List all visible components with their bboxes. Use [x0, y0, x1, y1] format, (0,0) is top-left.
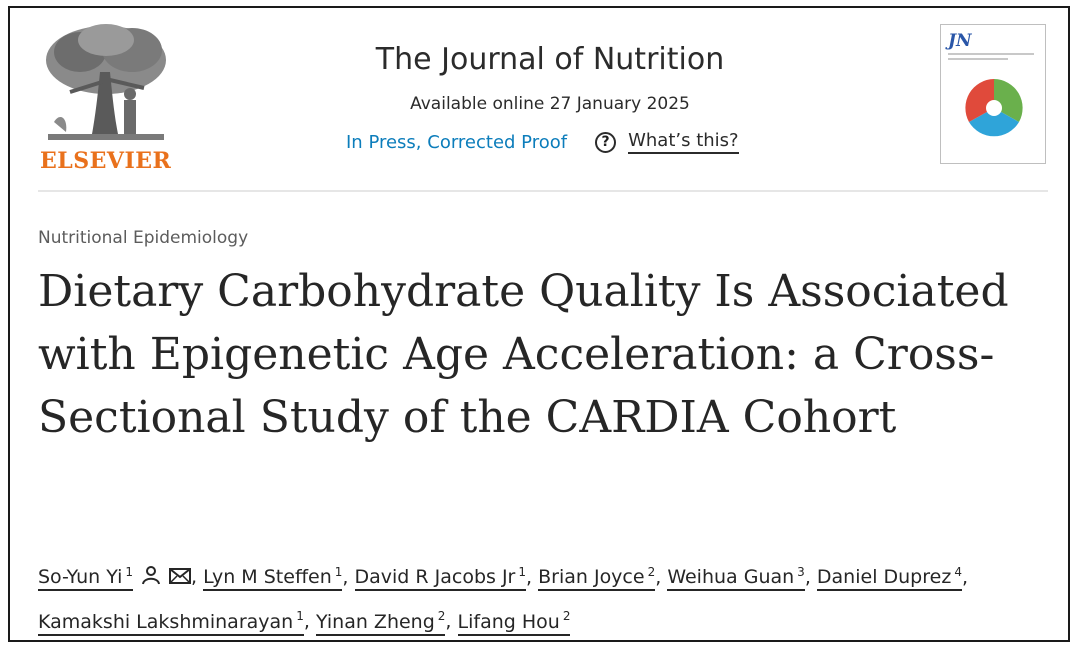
- author-list: So-Yun Yi 1, Lyn M Steffen 1, David R Jaco…: [38, 554, 1048, 641]
- author-separator: ,: [342, 566, 349, 589]
- author-name[interactable]: So-Yun Yi 1: [38, 565, 134, 592]
- journal-title[interactable]: The Journal of Nutrition: [375, 42, 725, 77]
- publisher-name: ELSEVIER: [40, 148, 172, 174]
- publisher-logo[interactable]: ELSEVIER: [40, 22, 172, 177]
- author-item[interactable]: So-Yun Yi 1,: [38, 565, 203, 592]
- article-header-frame: ELSEVIER The Journal of Nutrition Availa…: [8, 6, 1070, 642]
- author-name[interactable]: David R Jacobs Jr 1: [354, 565, 527, 592]
- author-item[interactable]: David R Jacobs Jr 1,: [354, 565, 539, 592]
- author-name[interactable]: Daniel Duprez 4: [816, 565, 962, 592]
- author-name[interactable]: Lifang Hou 2: [457, 609, 571, 636]
- author-item[interactable]: Lyn M Steffen 1,: [203, 565, 354, 592]
- available-online-date: Available online 27 January 2025: [410, 94, 690, 114]
- article-status: In Press, Corrected Proof: [346, 131, 568, 153]
- cover-initials: JN: [948, 31, 972, 51]
- person-icon[interactable]: [141, 561, 161, 598]
- affiliation-marker[interactable]: 2: [437, 609, 446, 624]
- status-row: In Press, Corrected Proof ? What’s this?: [346, 128, 739, 156]
- help-icon[interactable]: ?: [595, 131, 617, 153]
- journal-cover-icon: [965, 79, 1023, 137]
- author-name[interactable]: Lyn M Steffen 1: [203, 565, 343, 592]
- author-name[interactable]: Weihua Guan 3: [667, 565, 805, 592]
- journal-cover-thumbnail[interactable]: JN: [940, 24, 1046, 164]
- affiliation-marker[interactable]: 1: [334, 565, 343, 579]
- author-separator: ,: [804, 566, 811, 589]
- author-separator: ,: [445, 610, 452, 633]
- affiliation-marker[interactable]: 1: [125, 565, 134, 579]
- author-separator: ,: [961, 566, 968, 589]
- author-item[interactable]: Brian Joyce 2,: [538, 565, 667, 592]
- elsevier-tree-icon: [40, 22, 172, 144]
- author-separator: ,: [303, 610, 310, 633]
- author-name[interactable]: Yinan Zheng 2: [315, 609, 446, 636]
- article-section-label: Nutritional Epidemiology: [38, 228, 249, 248]
- author-item[interactable]: Lifang Hou 2: [457, 609, 571, 636]
- article-title: Dietary Carbohydrate Quality Is Associat…: [38, 266, 1009, 443]
- header-divider: [38, 190, 1048, 192]
- author-separator: ,: [655, 566, 662, 589]
- author-item[interactable]: Weihua Guan 3,: [667, 565, 817, 592]
- affiliation-marker[interactable]: 3: [797, 565, 805, 579]
- author-item[interactable]: Daniel Duprez 4,: [816, 565, 968, 592]
- mail-icon[interactable]: [169, 561, 192, 598]
- affiliation-marker[interactable]: 2: [647, 565, 656, 579]
- affiliation-marker[interactable]: 1: [296, 609, 304, 624]
- affiliation-marker[interactable]: 4: [954, 565, 962, 579]
- author-name[interactable]: Brian Joyce 2: [538, 565, 656, 592]
- whats-this-link[interactable]: What’s this?: [628, 130, 739, 154]
- author-item[interactable]: Kamakshi Lakshminarayan 1,: [38, 609, 316, 636]
- author-separator: ,: [191, 566, 198, 589]
- author-separator: ,: [526, 566, 533, 589]
- author-item[interactable]: Yinan Zheng 2,: [315, 609, 458, 636]
- affiliation-marker[interactable]: 1: [518, 565, 527, 579]
- affiliation-marker[interactable]: 2: [562, 609, 571, 624]
- author-name[interactable]: Kamakshi Lakshminarayan 1: [38, 609, 304, 636]
- cover-text-lines: [948, 53, 1034, 63]
